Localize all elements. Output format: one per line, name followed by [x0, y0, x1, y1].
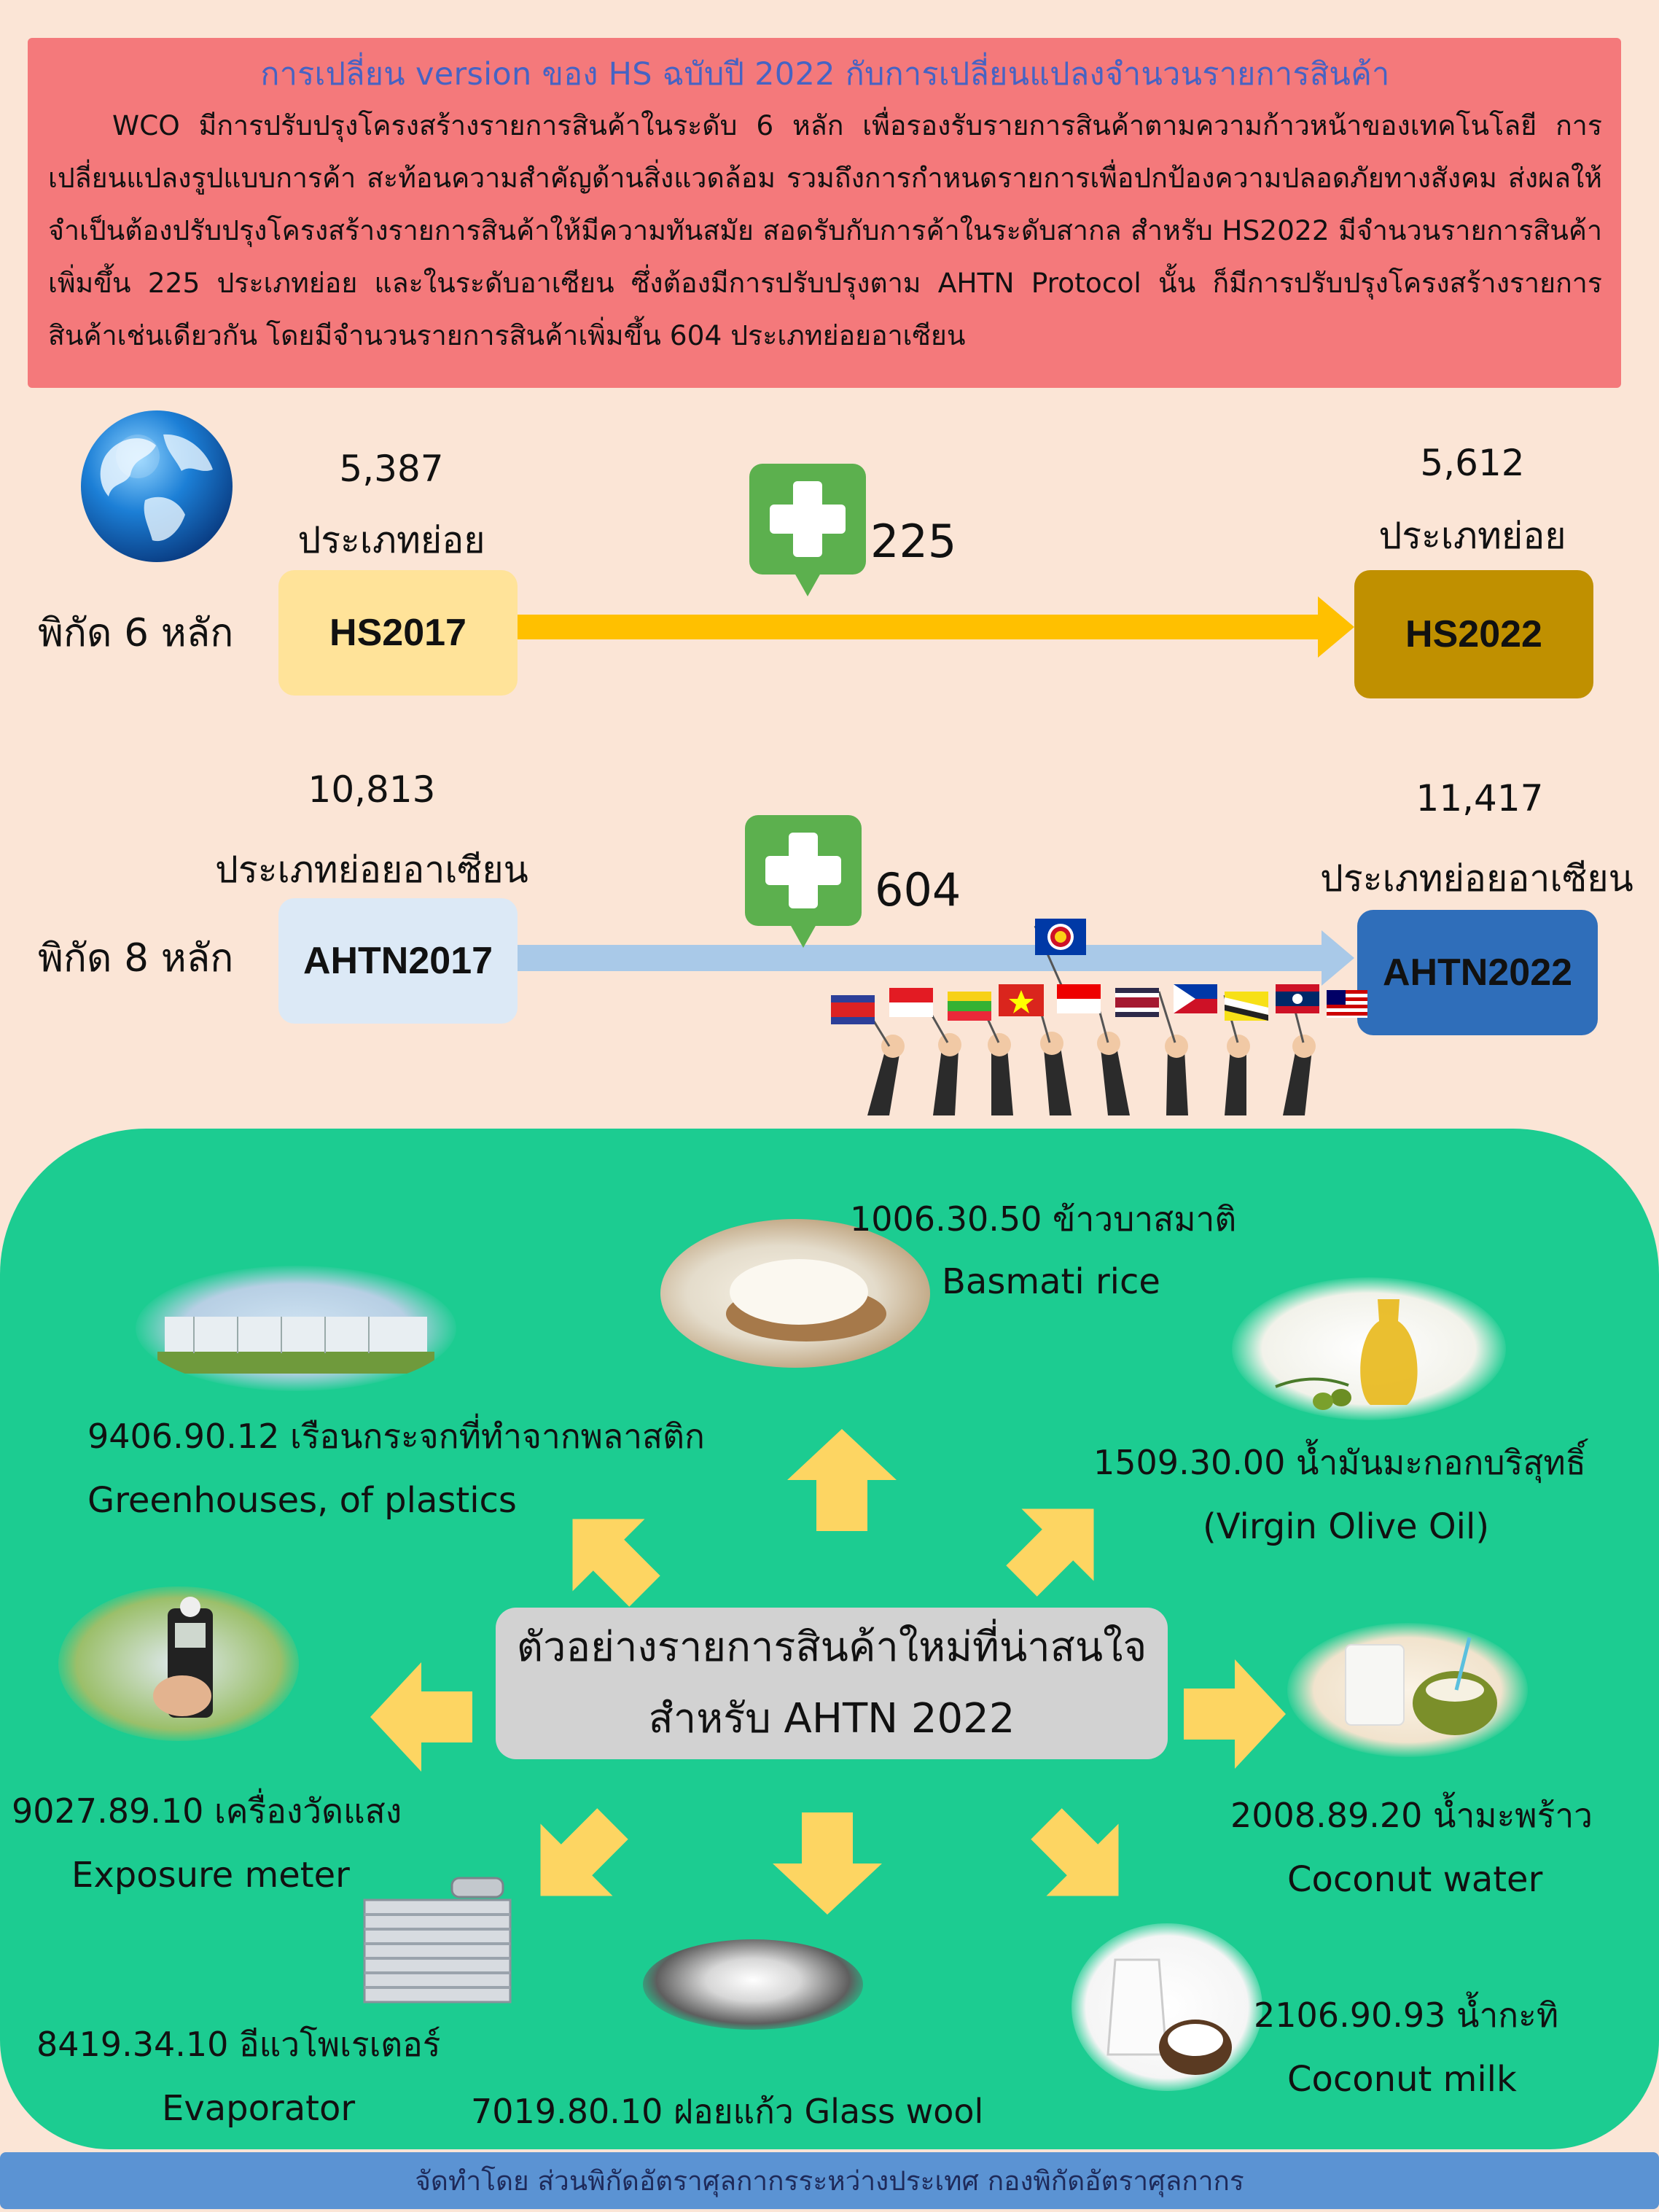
- hs2022-code: HS2022: [1405, 613, 1542, 655]
- yellow-arrow-icon: [787, 1429, 897, 1531]
- coconut-milk-code: 2106.90.93 น้ำกะทิ: [1254, 1995, 1559, 2035]
- hs2017-unit: ประเภทย่อย: [297, 519, 485, 561]
- hs2022-box: HS2022: [1354, 570, 1593, 698]
- hs2022-unit: ประเภทย่อย: [1378, 515, 1566, 557]
- olive-oil-image: [1232, 1277, 1506, 1420]
- hs-arrow: [518, 591, 1356, 663]
- rice-en: Basmati rice: [942, 1261, 1160, 1302]
- eight-digit-label: พิกัด 8 หลัก: [38, 936, 234, 981]
- ahtn2017-unit: ประเภทย่อยอาเซียน: [215, 849, 528, 891]
- rice-code: 1006.30.50 ข้าวบาสมาติ: [850, 1199, 1237, 1239]
- hs-increase: 225: [870, 515, 957, 568]
- footer-bar: จัดทำโดย ส่วนพิกัดอัตราศุลกากรระหว่างประ…: [0, 2152, 1659, 2209]
- page-title: การเปลี่ยน version ของ HS ฉบับปี 2022 กั…: [260, 56, 1390, 93]
- glass-wool-code: 7019.80.10 ฝอยแก้ว Glass wool: [471, 2092, 984, 2131]
- ahtn2022-unit: ประเภทย่อยอาเซียน: [1320, 857, 1633, 900]
- six-digit-label: พิกัด 6 หลัก: [38, 611, 234, 655]
- meter-en: Exposure meter: [71, 1855, 350, 1896]
- ahtn2017-count: 10,813: [308, 768, 436, 811]
- yellow-arrow-icon: [773, 1812, 882, 1915]
- hs2017-code: HS2017: [329, 612, 467, 654]
- hs2022-count: 5,612: [1420, 442, 1525, 484]
- greenhouse-code: 9406.90.12 เรือนกระจกที่ทำจากพลาสติก: [87, 1417, 705, 1456]
- footer-credit: จัดทำโดย ส่วนพิกัดอัตราศุลกากรระหว่างประ…: [415, 2165, 1244, 2197]
- meter-code: 9027.89.10 เครื่องวัดแสง: [12, 1791, 402, 1831]
- basmati-rice-image: [660, 1219, 930, 1368]
- asean-flags-illustration: [816, 911, 1370, 1115]
- glass-wool-image: [643, 1939, 863, 2030]
- center-caption: ตัวอย่างรายการสินค้าใหม่ที่น่าสนใจ สำหรั…: [496, 1608, 1168, 1759]
- hs2017-box: HS2017: [278, 570, 518, 696]
- greenhouse-en: Greenhouses, of plastics: [87, 1480, 517, 1521]
- center-line-1: ตัวอย่างรายการสินค้าใหม่ที่น่าสนใจ: [516, 1624, 1147, 1671]
- plus-icon: [745, 815, 862, 948]
- ahtn2017-box: AHTN2017: [278, 898, 518, 1024]
- hs2017-count: 5,387: [339, 448, 444, 490]
- evaporator-image: [343, 1871, 532, 2008]
- olive-code: 1509.30.00 น้ำมันมะกอกบริสุทธิ์: [1093, 1443, 1586, 1482]
- yellow-arrow-icon: [554, 1500, 663, 1610]
- coconut-water-code: 2008.89.20 น้ำมะพร้าว: [1230, 1796, 1593, 1835]
- plus-icon: [749, 464, 866, 596]
- yellow-arrow-icon: [1184, 1659, 1286, 1769]
- ahtn-increase: 604: [875, 863, 961, 916]
- ahtn2017-code: AHTN2017: [302, 940, 493, 982]
- ahtn2022-count: 11,417: [1416, 777, 1544, 819]
- yellow-arrow-icon: [1028, 1805, 1137, 1915]
- yellow-arrow-icon: [370, 1662, 472, 1772]
- ahtn-arrow: [518, 922, 1356, 994]
- center-line-2: สำหรับ AHTN 2022: [648, 1695, 1015, 1742]
- coconut-water-en: Coconut water: [1287, 1859, 1543, 1900]
- coconut-milk-en: Coconut milk: [1287, 2059, 1517, 2100]
- intro-box: การเปลี่ยน version ของ HS ฉบับปี 2022 กั…: [28, 38, 1621, 388]
- evaporator-en: Evaporator: [162, 2088, 356, 2129]
- globe-icon: [76, 405, 238, 567]
- coconut-milk-image: [1071, 1923, 1262, 2091]
- greenhouse-image: [136, 1266, 456, 1391]
- coconut-water-image: [1287, 1623, 1528, 1757]
- olive-en: (Virgin Olive Oil): [1203, 1506, 1490, 1547]
- yellow-arrow-icon: [522, 1805, 631, 1915]
- intro-paragraph: WCO มีการปรับปรุงโครงสร้างรายการสินค้าใน…: [48, 109, 1602, 351]
- ahtn2022-box: AHTN2022: [1357, 910, 1598, 1035]
- yellow-arrow-icon: [1003, 1490, 1112, 1600]
- ahtn2022-code: AHTN2022: [1382, 951, 1573, 994]
- evaporator-code: 8419.34.10 อีแวโพเรเตอร์: [36, 2025, 441, 2064]
- exposure-meter-image: [58, 1586, 299, 1741]
